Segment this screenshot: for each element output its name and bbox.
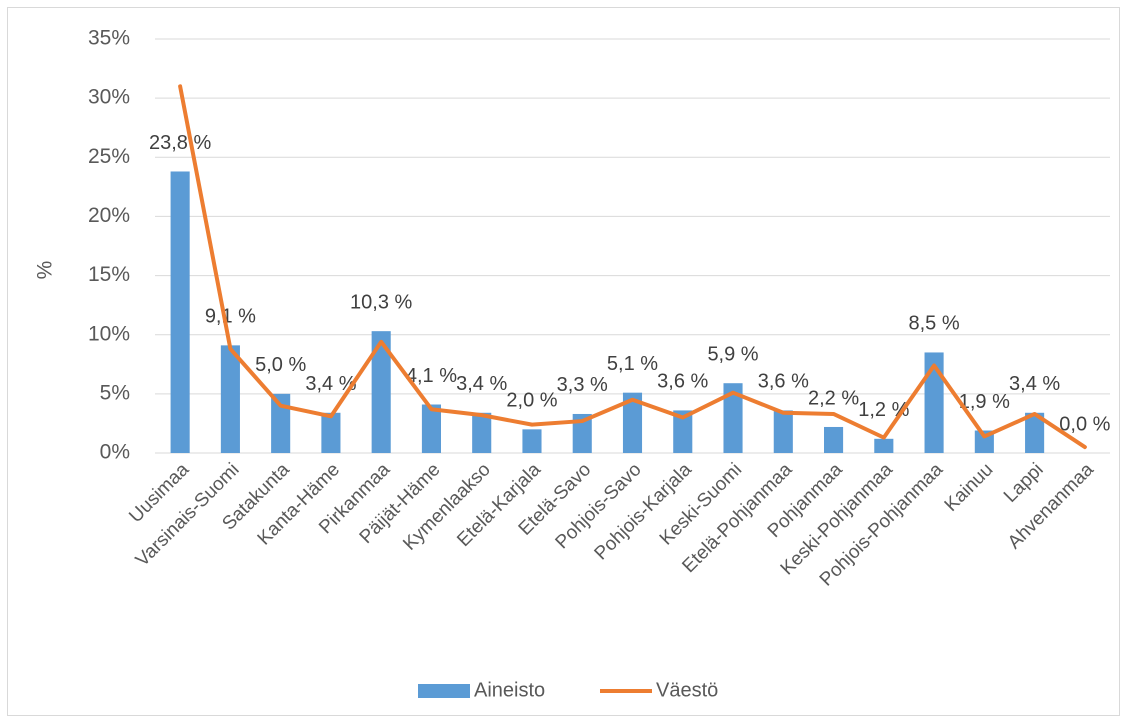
data-label: 1,9 % — [959, 391, 1010, 413]
y-tick-label: 0% — [100, 441, 130, 464]
y-tick-label: 10% — [88, 322, 130, 345]
data-label: 23,8 % — [149, 132, 211, 154]
bar — [572, 413, 592, 453]
y-tick-label: 30% — [88, 86, 130, 109]
bar — [220, 345, 240, 453]
data-label: 3,4 % — [1009, 373, 1060, 395]
bar — [472, 412, 492, 453]
bar — [673, 410, 693, 453]
data-label: 5,0 % — [255, 354, 306, 376]
legend-label: Väestö — [656, 679, 718, 701]
bar — [1025, 412, 1045, 453]
data-label: 3,4 % — [305, 373, 356, 395]
data-label: 8,5 % — [909, 313, 960, 335]
data-label: 2,0 % — [506, 390, 557, 412]
bar — [773, 410, 793, 453]
data-label: 5,9 % — [707, 343, 758, 365]
y-tick-label: 25% — [88, 145, 130, 168]
data-label: 5,1 % — [607, 353, 658, 375]
data-label: 0,0 % — [1059, 413, 1110, 435]
bar — [824, 426, 844, 453]
y-tick-label: 15% — [88, 263, 130, 286]
data-label: 3,6 % — [657, 371, 708, 393]
y-tick-label: 20% — [88, 204, 130, 227]
y-axis-label: % — [34, 261, 57, 280]
y-tick-label: 35% — [88, 27, 130, 50]
bar — [170, 171, 190, 454]
data-label: 10,3 % — [350, 291, 412, 313]
legend-label: Aineisto — [474, 679, 545, 701]
data-label: 3,3 % — [557, 374, 608, 396]
bar — [924, 352, 944, 453]
bar — [622, 392, 643, 453]
bar — [371, 331, 391, 453]
line — [178, 84, 1087, 450]
data-label: 2,2 % — [808, 387, 859, 409]
data-label: 9,1 % — [205, 306, 256, 328]
bar — [723, 383, 743, 453]
legend-swatch — [418, 684, 470, 698]
bar — [421, 404, 441, 453]
data-label: 3,6 % — [758, 371, 809, 393]
data-label: 3,4 % — [456, 373, 507, 395]
bar — [321, 412, 341, 453]
bar — [522, 429, 542, 453]
data-label: 4,1 % — [406, 365, 457, 387]
y-tick-label: 5% — [100, 381, 130, 404]
bar — [874, 438, 894, 453]
